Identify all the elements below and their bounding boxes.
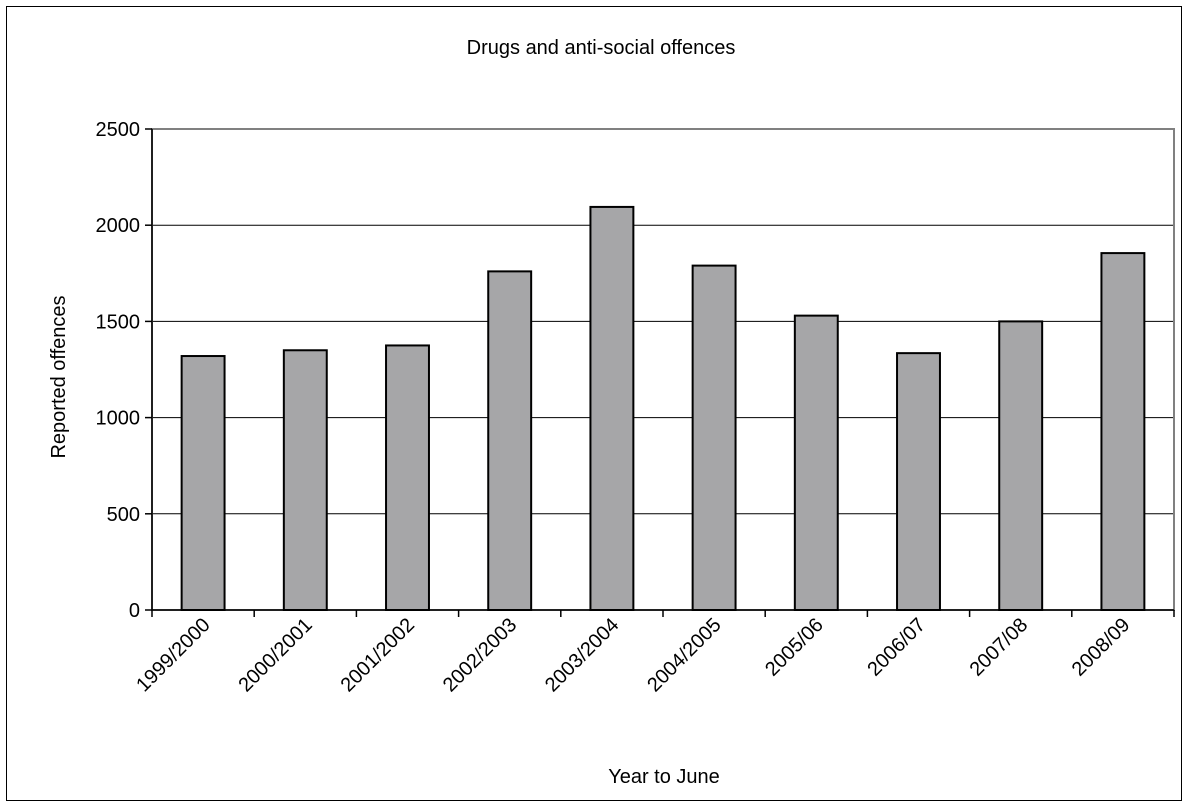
y-tick-label: 2000	[96, 215, 141, 237]
bar	[487, 270, 533, 611]
x-tick-label: 2007/08	[966, 614, 1033, 681]
chart-frame: Drugs and anti-social offences 0 500 1000 1…	[6, 6, 1182, 801]
y-axis-title: Reported offences	[48, 295, 70, 458]
y-tick-label: 1000	[96, 408, 141, 430]
bar	[896, 352, 941, 611]
bar-chart: Drugs and anti-social offences 0 500 1000 1…	[48, 37, 1175, 788]
x-tick-label: 2001/2002	[337, 614, 419, 696]
y-tick-label: 0	[129, 600, 140, 622]
x-tick-label: 2008/09	[1068, 614, 1135, 681]
bar	[282, 349, 328, 611]
axes	[145, 128, 1175, 617]
x-tick-label: 2000/2001	[234, 614, 316, 696]
x-tick-label: 2005/06	[761, 614, 828, 681]
x-tick-label: 2002/2003	[439, 614, 521, 696]
y-tick-label: 2500	[96, 119, 141, 141]
y-tick-labels: 0 500 1000 1500 2000 2500	[96, 119, 141, 622]
x-tick-labels: 1999/2000 2000/2001 2001/2002 2002/2003 2003…	[132, 614, 1134, 696]
bar	[589, 205, 635, 611]
x-tick-label: 2003/2004	[541, 614, 623, 696]
bar	[691, 264, 737, 611]
x-tick-label: 1999/2000	[132, 614, 214, 696]
y-tick-label: 1500	[96, 311, 141, 333]
bar	[793, 314, 839, 611]
x-axis-title: Year to June	[608, 766, 720, 788]
bar	[998, 320, 1044, 611]
x-tick-label: 2006/07	[863, 614, 930, 681]
bar	[1100, 252, 1146, 612]
bar	[385, 344, 430, 611]
chart-title: Drugs and anti-social offences	[467, 37, 736, 59]
y-tick-label: 500	[107, 504, 140, 526]
bars	[180, 205, 1146, 612]
bar	[180, 355, 226, 612]
x-tick-label: 2004/2005	[643, 614, 725, 696]
